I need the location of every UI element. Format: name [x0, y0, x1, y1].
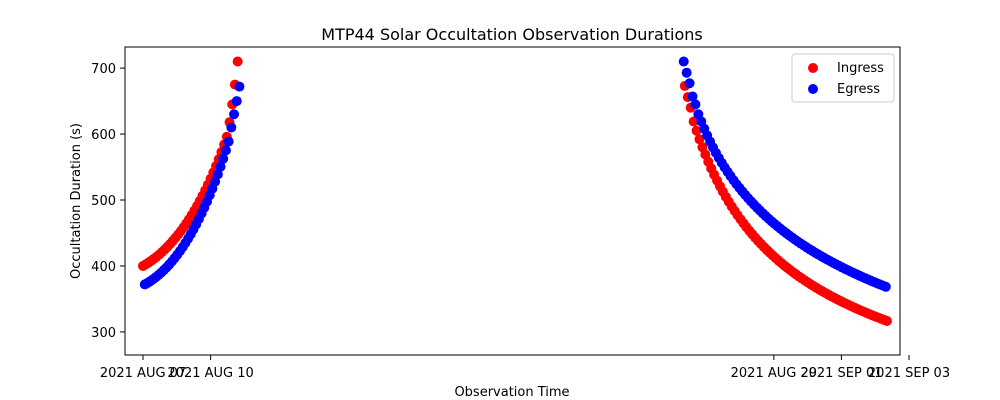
x-tick-label: 2021 AUG 29: [731, 366, 817, 381]
x-tick-label: 2021 AUG 07: [100, 366, 186, 381]
legend-marker-ingress: [808, 63, 818, 73]
ingress-point: [691, 125, 702, 136]
egress-point: [678, 56, 689, 67]
y-axis-title: Occultation Duration (s): [69, 123, 84, 279]
legend-label-egress: Egress: [837, 82, 880, 97]
y-axis-ticks: 300 400 500 600 700: [91, 62, 125, 341]
egress-point: [229, 109, 240, 120]
y-tick-label: 400: [91, 260, 116, 275]
egress-point: [690, 99, 701, 110]
egress-point: [234, 81, 245, 92]
plot-area-frame: [124, 46, 901, 356]
legend: Ingress Egress: [791, 53, 895, 103]
y-tick-label: 500: [91, 194, 116, 209]
egress-point: [687, 91, 698, 102]
x-tick-label: 2021 SEP 03: [868, 366, 950, 381]
y-tick-label: 700: [91, 62, 116, 77]
chart-title: MTP44 Solar Occultation Observation Dura…: [321, 25, 702, 44]
y-tick-label: 600: [91, 128, 116, 143]
egress-point: [218, 153, 229, 164]
egress-point: [220, 145, 231, 156]
x-tick-label: 2021 SEP 01: [800, 366, 882, 381]
egress-point: [212, 169, 223, 180]
y-tick-label: 300: [91, 326, 116, 341]
data-points: [138, 56, 892, 326]
ingress-point: [232, 56, 243, 67]
legend-label-ingress: Ingress: [837, 61, 884, 76]
egress-point: [681, 67, 692, 78]
ingress-point: [688, 116, 699, 127]
egress-point: [226, 122, 237, 133]
ingress-point: [881, 315, 892, 326]
x-axis-title: Observation Time: [454, 385, 569, 400]
legend-marker-egress: [808, 84, 818, 94]
series-egress: [139, 56, 891, 292]
egress-point: [684, 78, 695, 89]
egress-point: [231, 96, 242, 107]
egress-point: [880, 281, 891, 292]
egress-point: [215, 161, 226, 172]
ingress-point: [694, 134, 705, 145]
x-tick-label: 2021 AUG 10: [167, 366, 253, 381]
egress-point: [223, 136, 234, 147]
